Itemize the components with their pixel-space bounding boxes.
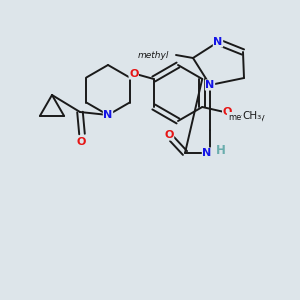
Text: H: H [216,145,226,158]
Text: O: O [164,130,174,140]
Text: N: N [206,80,214,90]
Text: N: N [202,148,211,158]
Text: CH₃: CH₃ [242,111,262,121]
Text: methyl: methyl [138,50,169,59]
Text: methoxy: methoxy [228,112,265,122]
Text: N: N [213,37,223,47]
Text: O: O [223,107,232,117]
Text: O: O [129,69,138,79]
Text: N: N [103,110,112,120]
Text: O: O [76,137,86,147]
